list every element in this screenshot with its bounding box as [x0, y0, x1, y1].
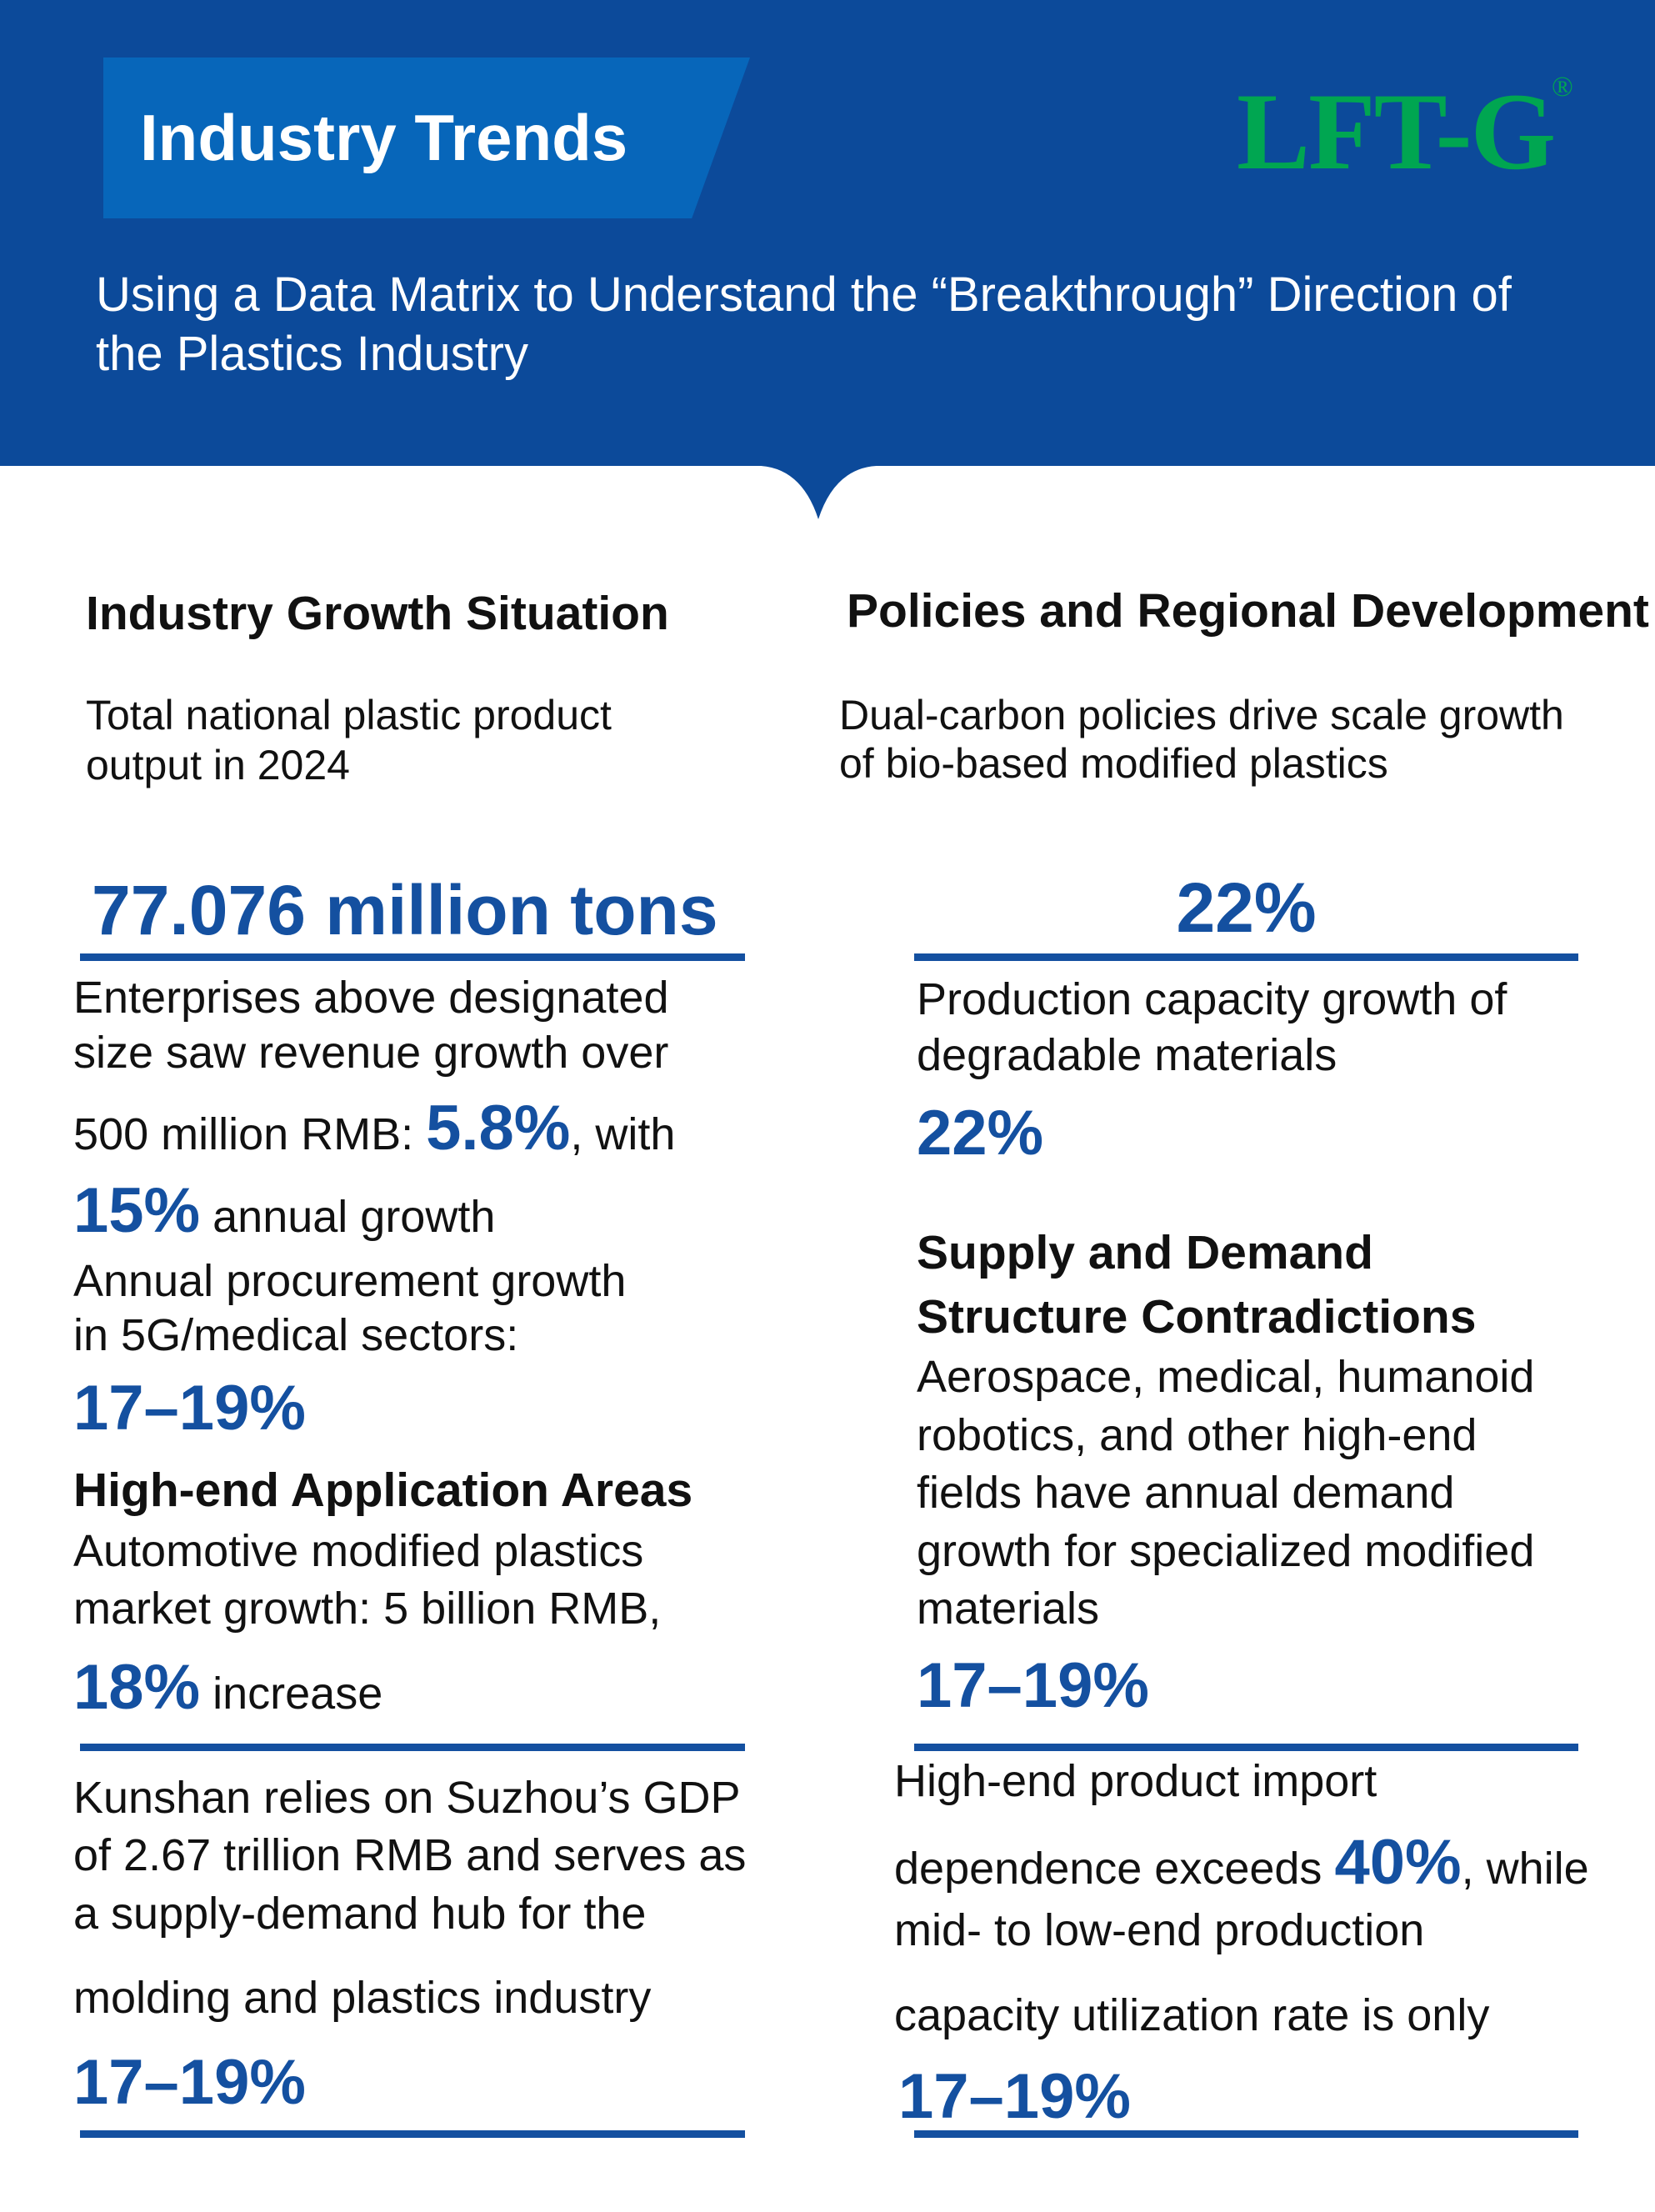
revenue-value: 5.8%	[426, 1093, 571, 1164]
import-prefix: dependence exceeds	[894, 1844, 1335, 1894]
degradable-line: Production capacity growth of	[917, 974, 1508, 1024]
import-value-line: dependence exceeds 40%, while	[894, 1828, 1589, 1904]
highend-heading: High-end Application Areas	[73, 1464, 693, 1517]
annual-value: 15%	[73, 1175, 201, 1246]
import-value: 40%	[1334, 1827, 1462, 1898]
divider	[80, 2130, 745, 2138]
kunshan-line: molding and plastics industry	[73, 1973, 652, 2023]
kunshan-line: of 2.67 trillion RMB and serves as	[73, 1830, 747, 1880]
supply-value: 17–19%	[917, 1650, 1149, 1721]
degradable-line: degradable materials	[917, 1030, 1338, 1080]
auto-value: 18%	[73, 1652, 201, 1723]
supply-heading: Structure Contradictions	[917, 1290, 1477, 1344]
intro-line: Dual-carbon policies drive scale growth	[839, 692, 1564, 738]
import-suffix: , while	[1461, 1844, 1589, 1894]
revenue-suffix: , with	[570, 1109, 676, 1159]
brand-logo: LFT-G	[1237, 70, 1556, 193]
revenue-line: Enterprises above designated	[73, 973, 669, 1023]
annual-suffix: annual growth	[200, 1192, 496, 1242]
page-subtitle: Using a Data Matrix to Understand the “B…	[96, 268, 1512, 381]
kunshan-value: 17–19%	[73, 2047, 306, 2118]
intro-line: of bio-based modified plastics	[839, 740, 1388, 787]
degradable-value: 22%	[917, 1098, 1044, 1169]
bio-value: 22%	[1176, 868, 1317, 947]
procurement-line: in 5G/medical sectors:	[73, 1310, 519, 1360]
kunshan-line: Kunshan relies on Suzhou’s GDP	[73, 1773, 741, 1823]
supply-line: materials	[917, 1584, 1100, 1634]
auto-line: Automotive modified plastics	[73, 1526, 644, 1576]
divider	[80, 1744, 745, 1751]
import-line: capacity utilization rate is only	[894, 1990, 1490, 2040]
procurement-line: Annual procurement growth	[73, 1256, 627, 1306]
auto-line: market growth: 5 billion RMB,	[73, 1584, 662, 1634]
import-line: High-end product import	[894, 1756, 1378, 1806]
title-box	[103, 58, 750, 218]
page-title: Industry Trends	[140, 101, 628, 174]
kunshan-line: a supply-demand hub for the	[73, 1889, 647, 1939]
divider	[914, 953, 1578, 961]
revenue-prefix: 500 million RMB:	[73, 1109, 427, 1159]
auto-growth-line: 18% increase	[73, 1653, 382, 1729]
revenue-line: size saw revenue growth over	[73, 1028, 669, 1078]
intro-line: Total national plastic product	[86, 692, 612, 738]
supply-line: Aerospace, medical, humanoid	[917, 1352, 1535, 1402]
output-value: 77.076 million tons	[92, 871, 718, 949]
divider	[914, 2130, 1578, 2138]
registered-mark: ®	[1552, 72, 1573, 103]
supply-line: fields have annual demand	[917, 1468, 1455, 1518]
utilization-value: 17–19%	[898, 2061, 1131, 2132]
supply-heading: Supply and Demand	[917, 1226, 1373, 1279]
section-heading-growth: Industry Growth Situation	[86, 587, 669, 640]
section-heading-policies: Policies and Regional Development	[847, 584, 1649, 638]
procurement-value: 17–19%	[73, 1373, 306, 1444]
revenue-value-line: 500 million RMB: 5.8%, with	[73, 1093, 675, 1169]
intro-line: output in 2024	[86, 742, 350, 788]
divider	[914, 1744, 1578, 1751]
annual-growth-line: 15% annual growth	[73, 1176, 495, 1252]
divider	[80, 953, 745, 961]
supply-line: growth for specialized modified	[917, 1526, 1535, 1576]
supply-line: robotics, and other high-end	[917, 1410, 1478, 1460]
import-line: mid- to low-end production	[894, 1905, 1425, 1955]
header-notch	[750, 463, 887, 519]
auto-suffix: increase	[200, 1669, 383, 1719]
